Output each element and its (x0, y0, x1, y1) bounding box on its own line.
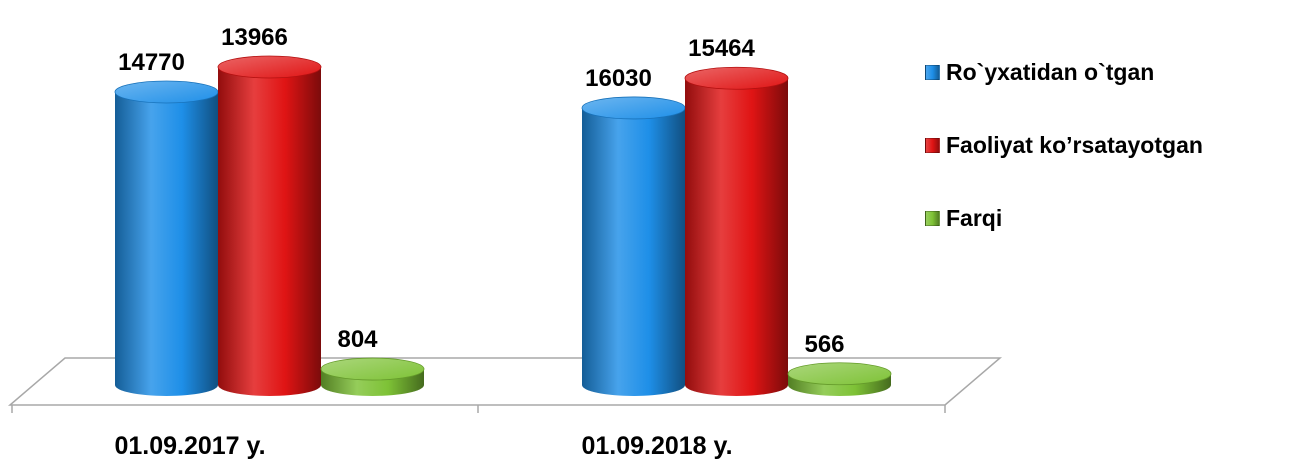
data-label: 15464 (688, 35, 755, 62)
bar-top (787, 362, 892, 386)
bar (320, 357, 425, 396)
legend-item: Ro`yxatidan o`tgan (925, 58, 1302, 86)
chart-data-labels: 14770 13966 804 16030 15464 566 (118, 24, 844, 358)
bar (217, 55, 322, 396)
data-label: 16030 (585, 65, 652, 92)
chart-bars (114, 55, 892, 397)
bar (787, 362, 892, 396)
legend-label: Faoliyat ko’rsatayotgan (946, 131, 1203, 158)
bar-body (582, 107, 685, 397)
data-label: 13966 (221, 24, 288, 51)
data-label: 14770 (118, 49, 185, 76)
legend-item: Faoliyat ko’rsatayotgan (925, 131, 1302, 159)
bar-body (218, 67, 321, 396)
x-tick-label: 01.09.2018 y. (581, 432, 732, 460)
x-tick-label: 01.09.2017 y. (114, 432, 265, 460)
legend-swatch (925, 137, 940, 153)
legend-item: Farqi (925, 204, 1302, 232)
bar-body (115, 91, 218, 396)
bar (684, 66, 789, 396)
chart-x-axis: 01.09.2017 y. 01.09.2018 y. (114, 432, 732, 460)
bar-body (685, 78, 788, 396)
bar (581, 96, 686, 397)
chart-legend: Ro`yxatidan o`tgan Faoliyat ko’rsatayotga… (925, 58, 1302, 277)
data-label: 566 (804, 331, 844, 358)
data-label: 804 (337, 326, 378, 353)
legend-label: Farqi (946, 204, 1003, 231)
bar-top (217, 55, 322, 79)
legend-swatch (925, 64, 940, 80)
legend-label: Ro`yxatidan o`tgan (946, 58, 1155, 85)
bar-top (581, 96, 686, 120)
bar-top (684, 66, 789, 90)
bar-top (114, 80, 219, 104)
bar (114, 80, 219, 396)
bar-top (320, 357, 425, 381)
legend-swatch (925, 210, 940, 226)
